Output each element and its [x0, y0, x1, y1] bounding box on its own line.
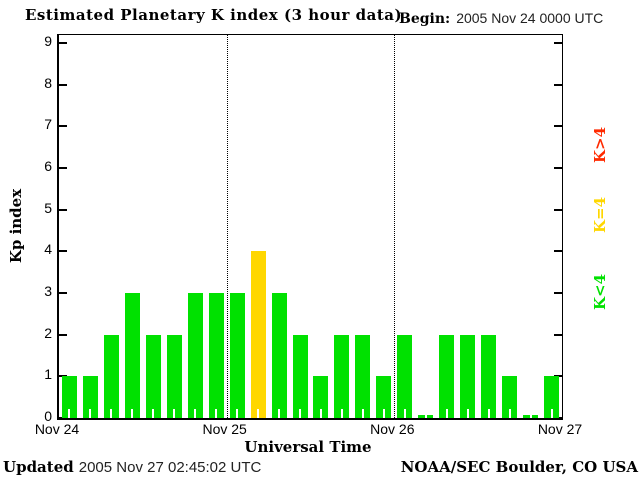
x-minor-tick: [257, 409, 260, 418]
y-tick-label: 7: [44, 116, 52, 133]
legend-item: K>4: [591, 126, 609, 164]
day-boundary-line: [394, 35, 396, 418]
credit-text: NOAA/SEC Boulder, CO USA: [400, 458, 638, 476]
y-axis-tick-right: [554, 41, 562, 44]
kp-bar: [502, 376, 518, 418]
y-axis-tick-right: [554, 125, 562, 128]
y-tick-label: 4: [44, 241, 52, 258]
x-minor-tick: [110, 409, 113, 418]
legend-item: K<4: [591, 273, 609, 311]
y-axis-title: Kp index: [7, 188, 25, 264]
y-axis-tick-left: [59, 41, 67, 44]
x-tick-label: Nov 27: [537, 421, 583, 437]
x-minor-tick: [194, 409, 197, 418]
kp-bar: [145, 334, 161, 418]
x-minor-tick: [173, 409, 176, 418]
begin-value: 2005 Nov 24 0000 UTC: [456, 10, 604, 26]
y-tick-label: 2: [44, 324, 52, 341]
kp-bar: [376, 376, 392, 418]
x-minor-tick: [236, 409, 239, 418]
kp-bar: [103, 334, 119, 418]
kp-bar: [229, 292, 245, 418]
y-axis-tick-left: [59, 417, 67, 419]
y-axis-tick-left: [59, 250, 67, 253]
x-tick-label: Nov 25: [202, 421, 247, 437]
x-minor-tick: [68, 409, 71, 418]
kp-bar: [82, 376, 98, 418]
y-tick-label: 3: [44, 282, 52, 299]
kp-bar: [355, 334, 371, 418]
x-tick-label: Nov 26: [370, 421, 415, 437]
kp-bar: [250, 251, 266, 418]
x-minor-tick: [508, 409, 511, 418]
x-minor-tick: [319, 409, 322, 418]
x-minor-tick: [424, 409, 427, 418]
x-minor-tick: [361, 409, 364, 418]
y-tick-label: 6: [44, 157, 52, 174]
y-axis-tick-right: [554, 166, 562, 169]
begin-label: Begin:: [399, 11, 451, 27]
x-minor-tick: [131, 409, 134, 418]
y-axis-tick-right: [554, 333, 562, 336]
x-minor-tick: [278, 409, 281, 418]
kp-bar: [187, 292, 203, 418]
x-minor-tick: [445, 409, 448, 418]
y-axis-tick-left: [59, 125, 67, 128]
kp-bar: [460, 334, 476, 418]
begin-timestamp: Begin: 2005 Nov 24 0000 UTC: [399, 10, 603, 27]
kp-bar: [61, 376, 77, 418]
y-axis-tick-left: [59, 291, 67, 294]
y-axis-tick-left: [59, 333, 67, 336]
x-minor-tick: [550, 409, 553, 418]
y-axis-tick-right: [554, 417, 562, 419]
x-minor-tick: [466, 409, 469, 418]
updated-label: Updated: [3, 458, 74, 476]
x-tick-label: Nov 24: [34, 421, 80, 437]
updated-value: 2005 Nov 27 02:45:02 UTC: [78, 459, 262, 476]
y-axis-tick-right: [554, 250, 562, 253]
y-axis-tick-right: [554, 83, 562, 86]
x-minor-tick: [529, 409, 532, 418]
y-tick-label: 5: [44, 199, 52, 216]
kp-bar: [397, 334, 413, 418]
y-axis-tick-right: [554, 291, 562, 294]
kp-bar: [481, 334, 497, 418]
chart-title: Estimated Planetary K index (3 hour data…: [25, 6, 403, 24]
x-minor-tick: [299, 409, 302, 418]
kp-bar: [544, 376, 560, 418]
kp-bar: [208, 292, 224, 418]
x-axis-title: Universal Time: [244, 438, 372, 456]
y-axis-tick-left: [59, 83, 67, 86]
legend-item: K=4: [591, 196, 609, 234]
y-tick-label: 0: [44, 408, 52, 424]
day-boundary-line: [226, 35, 228, 418]
plot-area: [57, 34, 563, 420]
y-tick-label: 1: [44, 366, 52, 383]
x-minor-tick: [340, 409, 343, 418]
kp-bar: [439, 334, 455, 418]
y-axis-tick-right: [554, 208, 562, 211]
y-axis-tick-left: [59, 166, 67, 169]
x-minor-tick: [152, 409, 155, 418]
kp-bar: [334, 334, 350, 418]
kp-bar: [124, 292, 140, 418]
x-minor-tick: [89, 409, 92, 418]
y-axis-tick-left: [59, 208, 67, 211]
y-tick-label: 9: [44, 32, 52, 49]
y-tick-label: 8: [44, 74, 52, 91]
updated-timestamp: Updated 2005 Nov 27 02:45:02 UTC: [3, 458, 261, 476]
kp-bar: [271, 292, 287, 418]
x-minor-tick: [215, 409, 218, 418]
x-minor-tick: [382, 409, 385, 418]
kp-bar: [313, 376, 329, 418]
kp-bar: [292, 334, 308, 418]
kp-bar: [166, 334, 182, 418]
x-minor-tick: [487, 409, 490, 418]
x-minor-tick: [403, 409, 406, 418]
